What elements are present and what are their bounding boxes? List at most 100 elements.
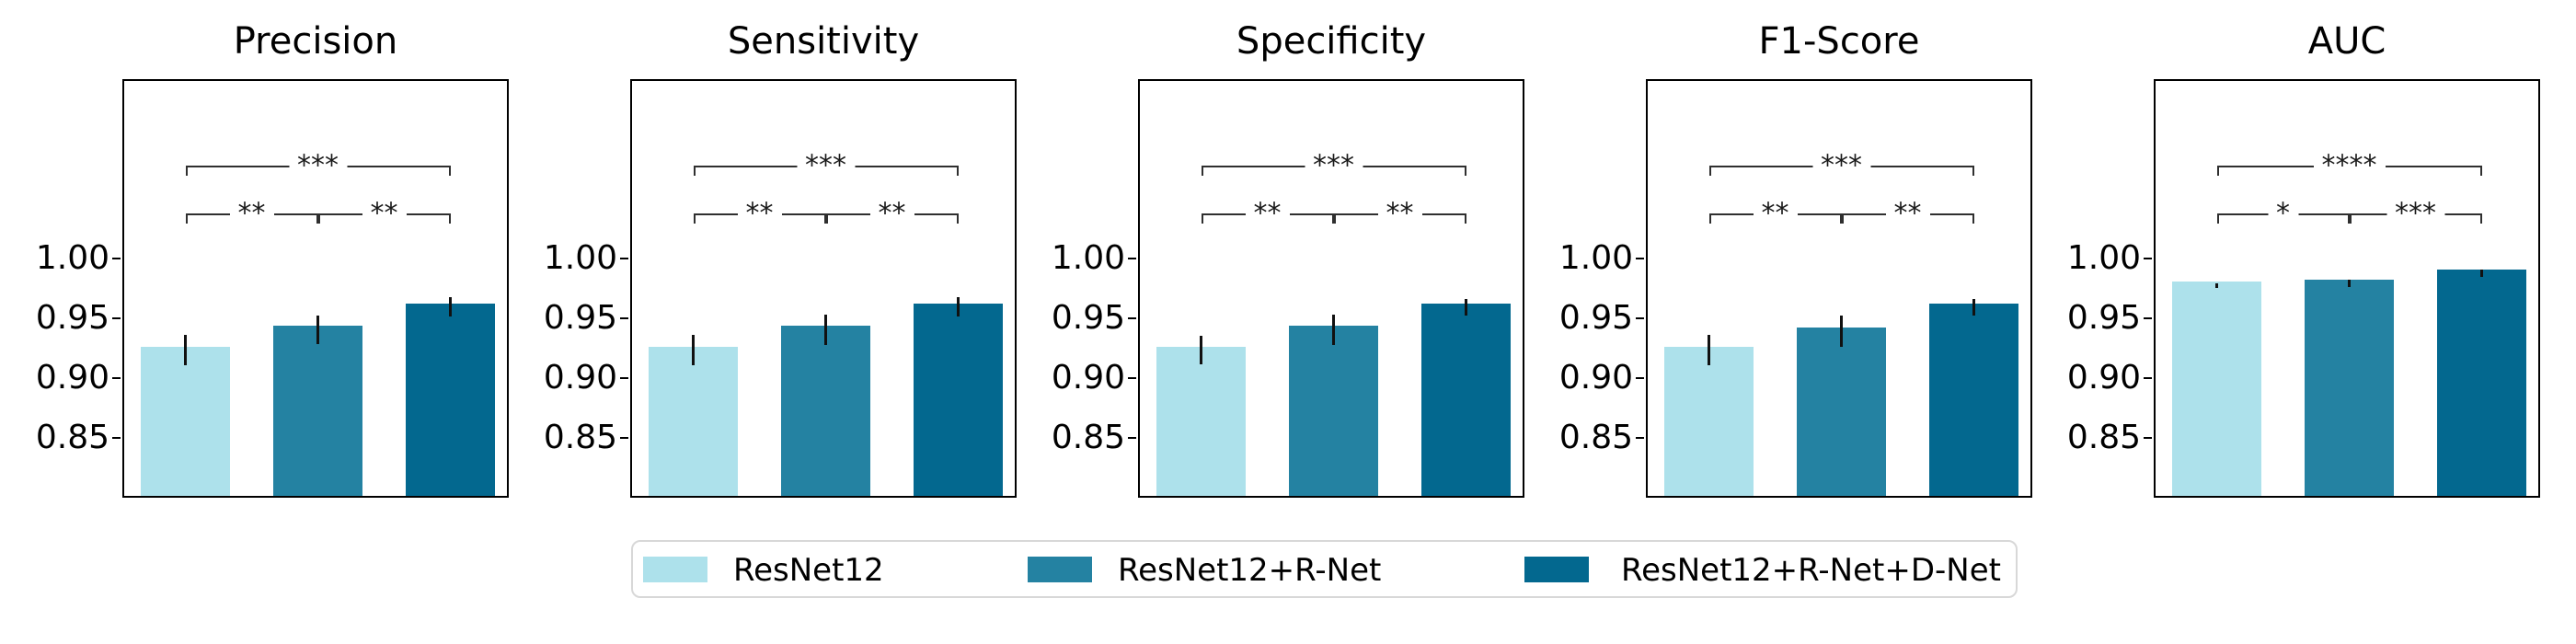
bar-resnet12-r-net-d-net bbox=[1421, 303, 1511, 496]
y-tick-mark bbox=[1636, 377, 1644, 379]
y-tick-mark bbox=[1128, 258, 1136, 259]
y-tick-mark bbox=[1128, 437, 1136, 439]
significance-bracket: ** bbox=[1841, 198, 1974, 230]
bar-resnet12 bbox=[141, 346, 230, 496]
significance-label: ** bbox=[869, 198, 914, 230]
significance-label: *** bbox=[1305, 150, 1363, 182]
y-tick-mark bbox=[112, 377, 121, 379]
legend-swatch-resnet12-rnet-dnet bbox=[1524, 557, 1589, 582]
legend-label-resnet12-rnet: ResNet12+R-Net bbox=[1118, 552, 1382, 589]
significance-bracket: * bbox=[2216, 198, 2350, 230]
y-tick-label: 0.90 bbox=[1558, 359, 1633, 397]
significance-label: *** bbox=[289, 150, 347, 182]
y-tick-label: 0.95 bbox=[35, 299, 109, 337]
significance-label: ** bbox=[737, 198, 782, 230]
y-tick-label: 1.00 bbox=[1558, 239, 1633, 277]
y-tick-mark bbox=[620, 258, 628, 259]
legend-label-resnet12-rnet-dnet: ResNet12+R-Net+D-Net bbox=[1621, 552, 2001, 589]
y-tick-label: 0.85 bbox=[2066, 419, 2141, 456]
significance-bracket: ** bbox=[825, 198, 959, 230]
significance-label: *** bbox=[797, 150, 855, 182]
y-tick-label: 1.00 bbox=[1051, 239, 1125, 277]
significance-bracket: ** bbox=[693, 198, 826, 230]
y-tick-label: 0.95 bbox=[1558, 299, 1633, 337]
subplot-specificity: Specificity 1.00 0.95 0.90 0.85 ** ** *** bbox=[1052, 0, 1524, 644]
error-bar-resnet12-r-net bbox=[316, 315, 319, 344]
y-tick-label: 0.95 bbox=[2066, 299, 2141, 337]
significance-label: * bbox=[2268, 198, 2298, 230]
y-tick-mark bbox=[1636, 258, 1644, 259]
significance-label: ** bbox=[1753, 198, 1798, 230]
bar-resnet12 bbox=[649, 346, 738, 496]
y-tick-mark bbox=[112, 437, 121, 439]
significance-bracket: ** bbox=[1708, 198, 1842, 230]
y-tick-mark bbox=[1636, 437, 1644, 439]
y-tick-label: 0.90 bbox=[2066, 359, 2141, 397]
error-bar-resnet12-r-net-d-net bbox=[1465, 298, 1467, 316]
significance-label: **** bbox=[2313, 150, 2386, 182]
subplot-title: F1-Score bbox=[1758, 20, 1920, 63]
significance-bracket: *** bbox=[1201, 150, 1466, 182]
subplot-title: Precision bbox=[233, 20, 398, 63]
significance-bracket: *** bbox=[2349, 198, 2482, 230]
legend-swatch-resnet12 bbox=[643, 557, 707, 582]
error-bar-resnet12-r-net-d-net bbox=[449, 297, 452, 317]
significance-label: ** bbox=[1885, 198, 1930, 230]
axes: ** ** *** bbox=[1646, 79, 2032, 498]
bar-resnet12-r-net bbox=[273, 326, 362, 496]
error-bar-resnet12-r-net bbox=[824, 314, 827, 346]
bar-resnet12 bbox=[2172, 282, 2261, 496]
error-bar-resnet12-r-net bbox=[2348, 279, 2351, 287]
bar-resnet12-r-net bbox=[2305, 279, 2394, 496]
error-bar-resnet12-r-net-d-net bbox=[2480, 270, 2483, 278]
y-tick-mark bbox=[2144, 437, 2152, 439]
significance-bracket: *** bbox=[1708, 150, 1974, 182]
legend-swatch-resnet12-rnet bbox=[1028, 557, 1092, 582]
y-tick-label: 0.95 bbox=[543, 299, 617, 337]
bar-resnet12-r-net bbox=[1289, 326, 1378, 496]
subplot-sensitivity: Sensitivity 1.00 0.95 0.90 0.85 ** ** *** bbox=[544, 0, 1017, 644]
significance-label: *** bbox=[2386, 198, 2444, 230]
bar-resnet12 bbox=[1664, 346, 1754, 496]
subplot-precision: Precision 1.00 0.95 0.90 0.85 ** ** *** bbox=[36, 0, 509, 644]
significance-label: ** bbox=[1377, 198, 1422, 230]
bar-resnet12-r-net-d-net bbox=[1929, 303, 2018, 496]
significance-label: ** bbox=[229, 198, 274, 230]
error-bar-resnet12 bbox=[1708, 334, 1710, 366]
y-tick-mark bbox=[2144, 377, 2152, 379]
bar-resnet12-r-net-d-net bbox=[2437, 270, 2526, 496]
y-tick-label: 0.90 bbox=[1051, 359, 1125, 397]
y-tick-mark bbox=[2144, 258, 2152, 259]
significance-bracket: *** bbox=[693, 150, 959, 182]
error-bar-resnet12 bbox=[692, 334, 695, 366]
axes: * *** **** bbox=[2154, 79, 2540, 498]
significance-bracket: **** bbox=[2216, 150, 2482, 182]
y-tick-mark bbox=[2144, 317, 2152, 319]
significance-bracket: ** bbox=[317, 198, 451, 230]
y-tick-label: 0.85 bbox=[1051, 419, 1125, 456]
y-tick-mark bbox=[1128, 377, 1136, 379]
subplot-title: Specificity bbox=[1236, 20, 1427, 63]
significance-label: ** bbox=[1245, 198, 1290, 230]
legend-label-resnet12: ResNet12 bbox=[733, 552, 884, 589]
y-tick-label: 1.00 bbox=[2066, 239, 2141, 277]
legend-box: ResNet12 ResNet12+R-Net ResNet12+R-Net+D… bbox=[631, 540, 2018, 598]
y-tick-mark bbox=[1128, 317, 1136, 319]
axes: ** ** *** bbox=[630, 79, 1017, 498]
y-tick-label: 1.00 bbox=[35, 239, 109, 277]
subplot-title: AUC bbox=[2307, 20, 2386, 63]
bar-resnet12-r-net bbox=[1797, 327, 1886, 496]
significance-label: *** bbox=[1812, 150, 1870, 182]
y-tick-mark bbox=[620, 317, 628, 319]
significance-bracket: *** bbox=[185, 150, 451, 182]
subplot-f1-score: F1-Score 1.00 0.95 0.90 0.85 ** ** *** bbox=[1559, 0, 2032, 644]
y-tick-label: 0.85 bbox=[1558, 419, 1633, 456]
bar-resnet12-r-net bbox=[781, 326, 870, 496]
significance-bracket: ** bbox=[1333, 198, 1466, 230]
error-bar-resnet12-r-net bbox=[1332, 314, 1335, 346]
error-bar-resnet12 bbox=[1200, 335, 1202, 365]
error-bar-resnet12-r-net-d-net bbox=[1972, 298, 1975, 316]
error-bar-resnet12 bbox=[184, 334, 187, 366]
error-bar-resnet12 bbox=[2215, 282, 2218, 288]
